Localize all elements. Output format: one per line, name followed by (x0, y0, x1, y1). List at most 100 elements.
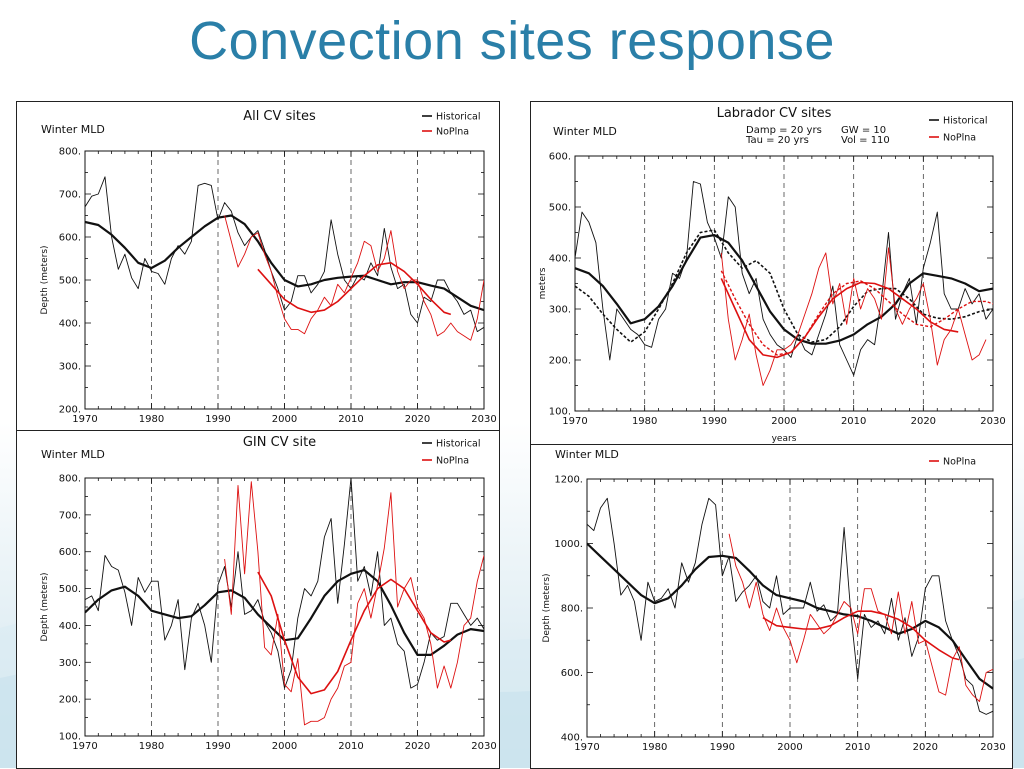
y-tick-label: 300. (59, 362, 81, 373)
y-tick-label: 600. (549, 152, 571, 163)
x-tick-label: 2010 (338, 414, 363, 425)
x-tick-label: 1990 (702, 416, 727, 427)
series-line-nopl-smooth (257, 262, 452, 316)
annotation-gw: GW = 10 (841, 125, 886, 136)
x-tick-label: 2020 (405, 414, 430, 425)
chart-labrador-cv-sites: 1970 1980 1990 2000 2010 2020 2030 100. 200. 300.… (538, 106, 1006, 444)
annotation-tau: Tau = 20 yrs (745, 135, 809, 146)
x-tick-label: 2030 (471, 414, 496, 425)
y-axis-label: Depth (meters) (40, 245, 50, 314)
chart-gin-cv-site: 1970 1980 1990 2000 2010 2020 2030 100. 200. 300.… (40, 435, 497, 752)
y-tick-label: 1000. (554, 539, 583, 550)
chart-panel-fourth-site: 1970 1980 1990 2000 2010 2020 2030 400. 600. 800.… (530, 444, 1013, 769)
chart-panel-gin-cv-site: 1970 1980 1990 2000 2010 2020 2030 100. 200. 300.… (16, 430, 500, 769)
legend-label: NoPlna (436, 127, 469, 138)
x-tick-label: 1970 (72, 414, 97, 425)
x-tick-label: 1980 (139, 414, 164, 425)
y-tick-label: 700. (59, 510, 81, 521)
legend-label: Historical (436, 439, 481, 450)
chart-title: All CV sites (243, 109, 316, 124)
y-tick-label: 100. (549, 407, 571, 418)
chart-title: GIN CV site (243, 435, 316, 450)
y-tick-label: 600. (59, 233, 81, 244)
slide-title: Convection sites response (189, 11, 835, 71)
series-line-nopl-raw (224, 481, 484, 726)
chart-all-cv-sites: 1970 1980 1990 2000 2010 2020 2030 200. 300. 400.… (40, 109, 497, 425)
series-line-nopl-raw (224, 215, 484, 341)
y-axis-label: Depth (meters) (40, 572, 50, 641)
chart-fourth-site: 1970 1980 1990 2000 2010 2020 2030 400. 600. 800.… (542, 448, 1006, 753)
y-tick-label: 500. (549, 203, 571, 214)
x-tick-label: 2000 (771, 416, 796, 427)
x-tick-label: 1970 (72, 741, 97, 752)
y-tick-label: 800. (561, 604, 583, 615)
y-tick-label: 700. (59, 190, 81, 201)
x-tick-label: 1970 (574, 742, 599, 753)
legend-label: NoPlna (436, 456, 469, 467)
x-tick-label: 1990 (205, 741, 230, 752)
y-tick-label: 800. (59, 147, 81, 158)
y-tick-label: 600. (59, 547, 81, 558)
legend-label: NoPlna (943, 133, 976, 144)
series-line-hist-smooth (587, 542, 993, 690)
legend-label: NoPlna (943, 457, 976, 468)
x-tick-label: 1980 (632, 416, 657, 427)
y-tick-label: 200. (549, 356, 571, 367)
y-tick-label: 800. (59, 474, 81, 485)
y-tick-label: 400. (59, 319, 81, 330)
x-tick-label: 1980 (642, 742, 667, 753)
series-line-nopl-smooth (257, 571, 452, 695)
chart-subtitle: Winter MLD (41, 123, 105, 136)
y-tick-label: 200. (59, 405, 81, 416)
x-tick-label: 1990 (205, 414, 230, 425)
series-line-nopl-model (720, 270, 993, 356)
y-tick-label: 300. (59, 658, 81, 669)
series-line-hist-model (575, 229, 993, 343)
x-tick-label: 2010 (845, 742, 870, 753)
x-tick-label: 2020 (405, 741, 430, 752)
y-tick-label: 1200. (554, 475, 583, 486)
series-line-hist-raw (85, 176, 484, 333)
y-tick-label: 500. (59, 276, 81, 287)
x-tick-label: 2030 (471, 741, 496, 752)
x-tick-label: 2030 (980, 742, 1005, 753)
y-axis-label: meters (538, 267, 548, 299)
series-line-hist-raw (587, 497, 993, 715)
y-tick-label: 200. (59, 695, 81, 706)
x-tick-label: 1980 (139, 741, 164, 752)
y-tick-label: 600. (561, 668, 583, 679)
x-tick-label: 2020 (911, 416, 936, 427)
chart-subtitle: Winter MLD (41, 448, 105, 461)
x-tick-label: 1970 (562, 416, 587, 427)
y-tick-label: 100. (59, 732, 81, 743)
y-axis-label: Depth (meters) (542, 573, 552, 642)
series-line-hist-raw (85, 478, 484, 689)
y-tick-label: 400. (549, 254, 571, 265)
annotation-damp: Damp = 20 yrs (746, 125, 822, 136)
series-line-nopl-smooth (762, 610, 960, 661)
series-line-nopl-smooth (720, 278, 959, 359)
legend-label: Historical (943, 116, 988, 127)
chart-panel-labrador-cv-sites: 1970 1980 1990 2000 2010 2020 2030 100. 200. 300.… (530, 101, 1013, 447)
x-tick-label: 2010 (338, 741, 363, 752)
x-tick-label: 2030 (980, 416, 1005, 427)
y-tick-label: 300. (549, 305, 571, 316)
x-tick-label: 2000 (777, 742, 802, 753)
x-tick-label: 1990 (710, 742, 735, 753)
series-line-hist-smooth (85, 214, 484, 312)
legend-label: Historical (436, 112, 481, 123)
y-tick-label: 400. (59, 621, 81, 632)
chart-subtitle: Winter MLD (553, 125, 617, 138)
y-tick-label: 400. (561, 733, 583, 744)
series-line-nopl-raw (720, 247, 987, 386)
x-tick-label: 2000 (272, 414, 297, 425)
chart-panel-all-cv-sites: 1970 1980 1990 2000 2010 2020 2030 200. 300. 400.… (16, 101, 500, 433)
x-axis-label: years (772, 434, 797, 444)
x-tick-label: 2010 (841, 416, 866, 427)
annotation-vol: Vol = 110 (841, 135, 890, 146)
chart-title: Labrador CV sites (717, 106, 832, 121)
chart-subtitle: Winter MLD (555, 448, 619, 461)
x-tick-label: 2020 (913, 742, 938, 753)
y-tick-label: 500. (59, 584, 81, 595)
series-line-hist-smooth (575, 234, 993, 345)
